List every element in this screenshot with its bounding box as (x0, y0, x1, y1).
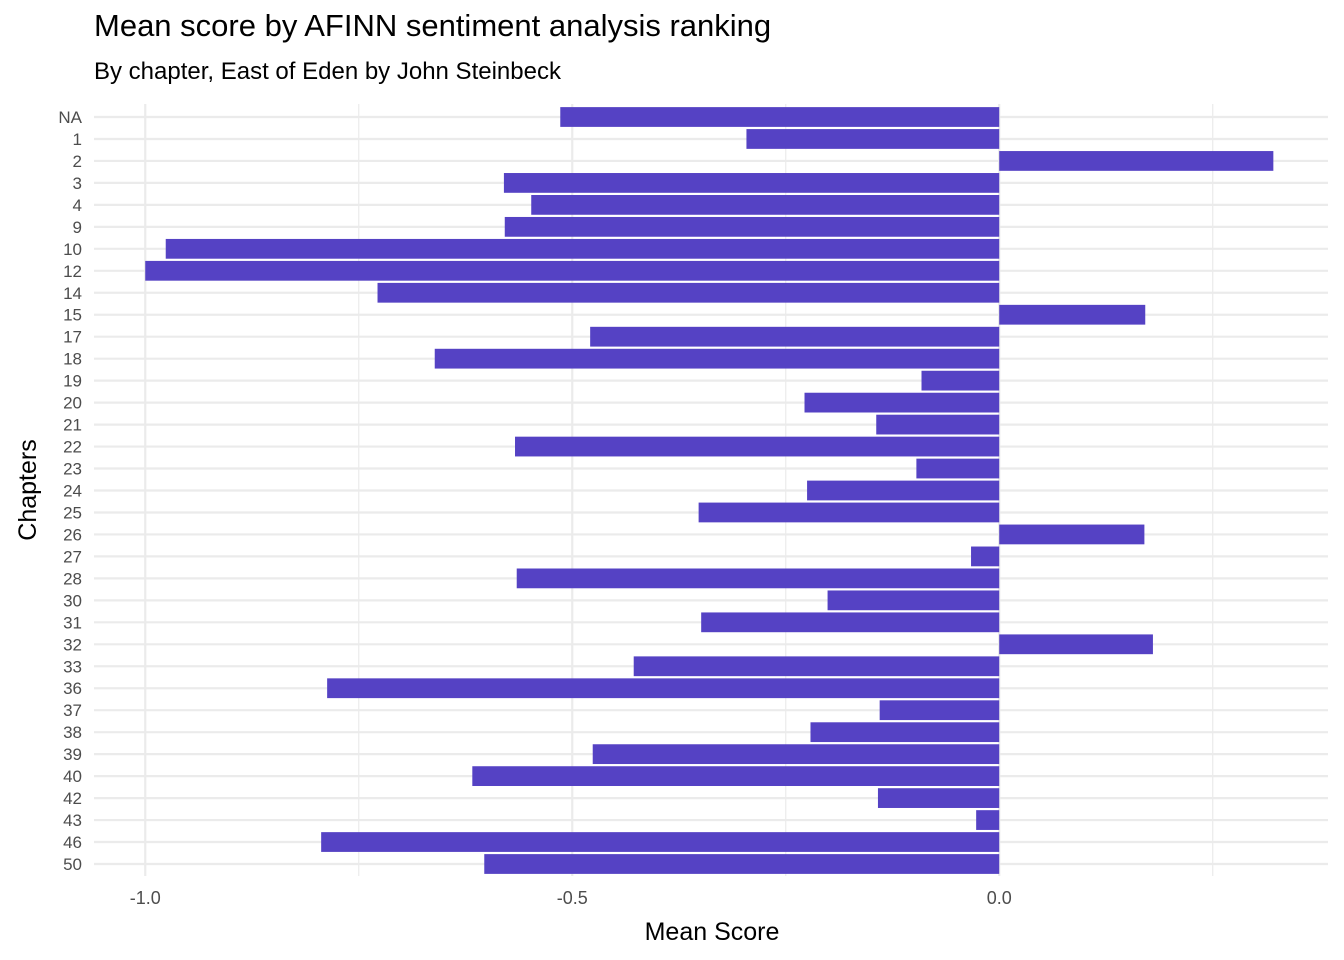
y-tick-label: 18 (63, 350, 82, 369)
y-tick-label: 32 (63, 635, 82, 654)
bar (999, 524, 1145, 545)
y-tick-label: 17 (63, 328, 82, 347)
bar (999, 634, 1153, 655)
bar (321, 832, 1000, 852)
bar (999, 304, 1146, 325)
y-tick-label: 9 (73, 218, 82, 237)
y-tick-label: NA (58, 108, 82, 127)
bar (921, 370, 1000, 391)
bar (145, 260, 1000, 281)
bar (592, 744, 1000, 765)
bar (879, 700, 1000, 721)
x-tick-labels: -1.0 -0.5 0.0 (130, 888, 1012, 908)
bar (434, 348, 1000, 369)
y-tick-label: 43 (63, 811, 82, 830)
bar (876, 414, 1000, 435)
y-tick-label: 2 (73, 152, 82, 171)
bar (590, 326, 1000, 347)
y-tick-label: 27 (63, 547, 82, 566)
x-tick-label: -1.0 (130, 888, 161, 908)
bar (976, 810, 1000, 830)
y-tick-label: 25 (63, 503, 82, 522)
y-tick-label: 50 (63, 855, 82, 874)
y-tick-label: 3 (73, 174, 82, 193)
bar (804, 392, 1000, 413)
bar (971, 546, 1000, 567)
bar (877, 788, 1000, 808)
bar (472, 766, 1000, 787)
y-tick-labels: NA12349101214151718192021222324252627283… (58, 108, 82, 874)
bar (504, 216, 1000, 237)
chart-subtitle: By chapter, East of Eden by John Steinbe… (94, 58, 561, 85)
y-tick-label: 46 (63, 833, 82, 852)
y-tick-label: 14 (63, 284, 82, 303)
x-tick-label: 0.0 (987, 888, 1012, 908)
bar (827, 590, 1000, 611)
y-tick-label: 39 (63, 745, 82, 764)
x-axis-title: Mean Score (645, 918, 780, 946)
y-tick-label: 26 (63, 525, 82, 544)
chart-title: Mean score by AFINN sentiment analysis r… (94, 8, 772, 43)
y-tick-label: 15 (63, 306, 82, 325)
bar (560, 107, 1000, 127)
y-tick-label: 22 (63, 438, 82, 457)
bar (515, 436, 1000, 457)
bar (484, 854, 1000, 874)
y-tick-label: 42 (63, 789, 82, 808)
bars (145, 107, 1274, 874)
bar (633, 656, 1000, 677)
y-tick-label: 38 (63, 723, 82, 742)
y-tick-label: 28 (63, 569, 82, 588)
y-tick-label: 24 (63, 482, 82, 501)
y-tick-label: 10 (63, 240, 82, 259)
y-tick-label: 37 (63, 701, 82, 720)
bar (999, 151, 1274, 171)
y-tick-label: 33 (63, 657, 82, 676)
y-tick-label: 1 (73, 130, 82, 149)
bar (746, 129, 1000, 149)
y-tick-label: 36 (63, 679, 82, 698)
y-tick-label: 19 (63, 372, 82, 391)
bar (327, 678, 1000, 699)
y-tick-label: 30 (63, 591, 82, 610)
x-tick-label: -0.5 (557, 888, 588, 908)
y-tick-label: 31 (63, 613, 82, 632)
y-tick-label: 21 (63, 416, 82, 435)
bar (516, 568, 1000, 589)
y-axis-title: Chapters (14, 439, 42, 540)
y-tick-label: 4 (73, 196, 82, 215)
bar (810, 722, 1000, 743)
y-tick-label: 12 (63, 262, 82, 281)
bar (503, 173, 1000, 193)
y-tick-label: 23 (63, 460, 82, 479)
y-tick-label: 40 (63, 767, 82, 786)
bar (531, 194, 1000, 215)
y-tick-label: 20 (63, 394, 82, 413)
bar (165, 238, 1000, 259)
bar (807, 480, 1000, 501)
bar (701, 612, 1000, 633)
bar (916, 458, 1000, 479)
bar (698, 502, 1000, 523)
bar (377, 282, 1000, 303)
